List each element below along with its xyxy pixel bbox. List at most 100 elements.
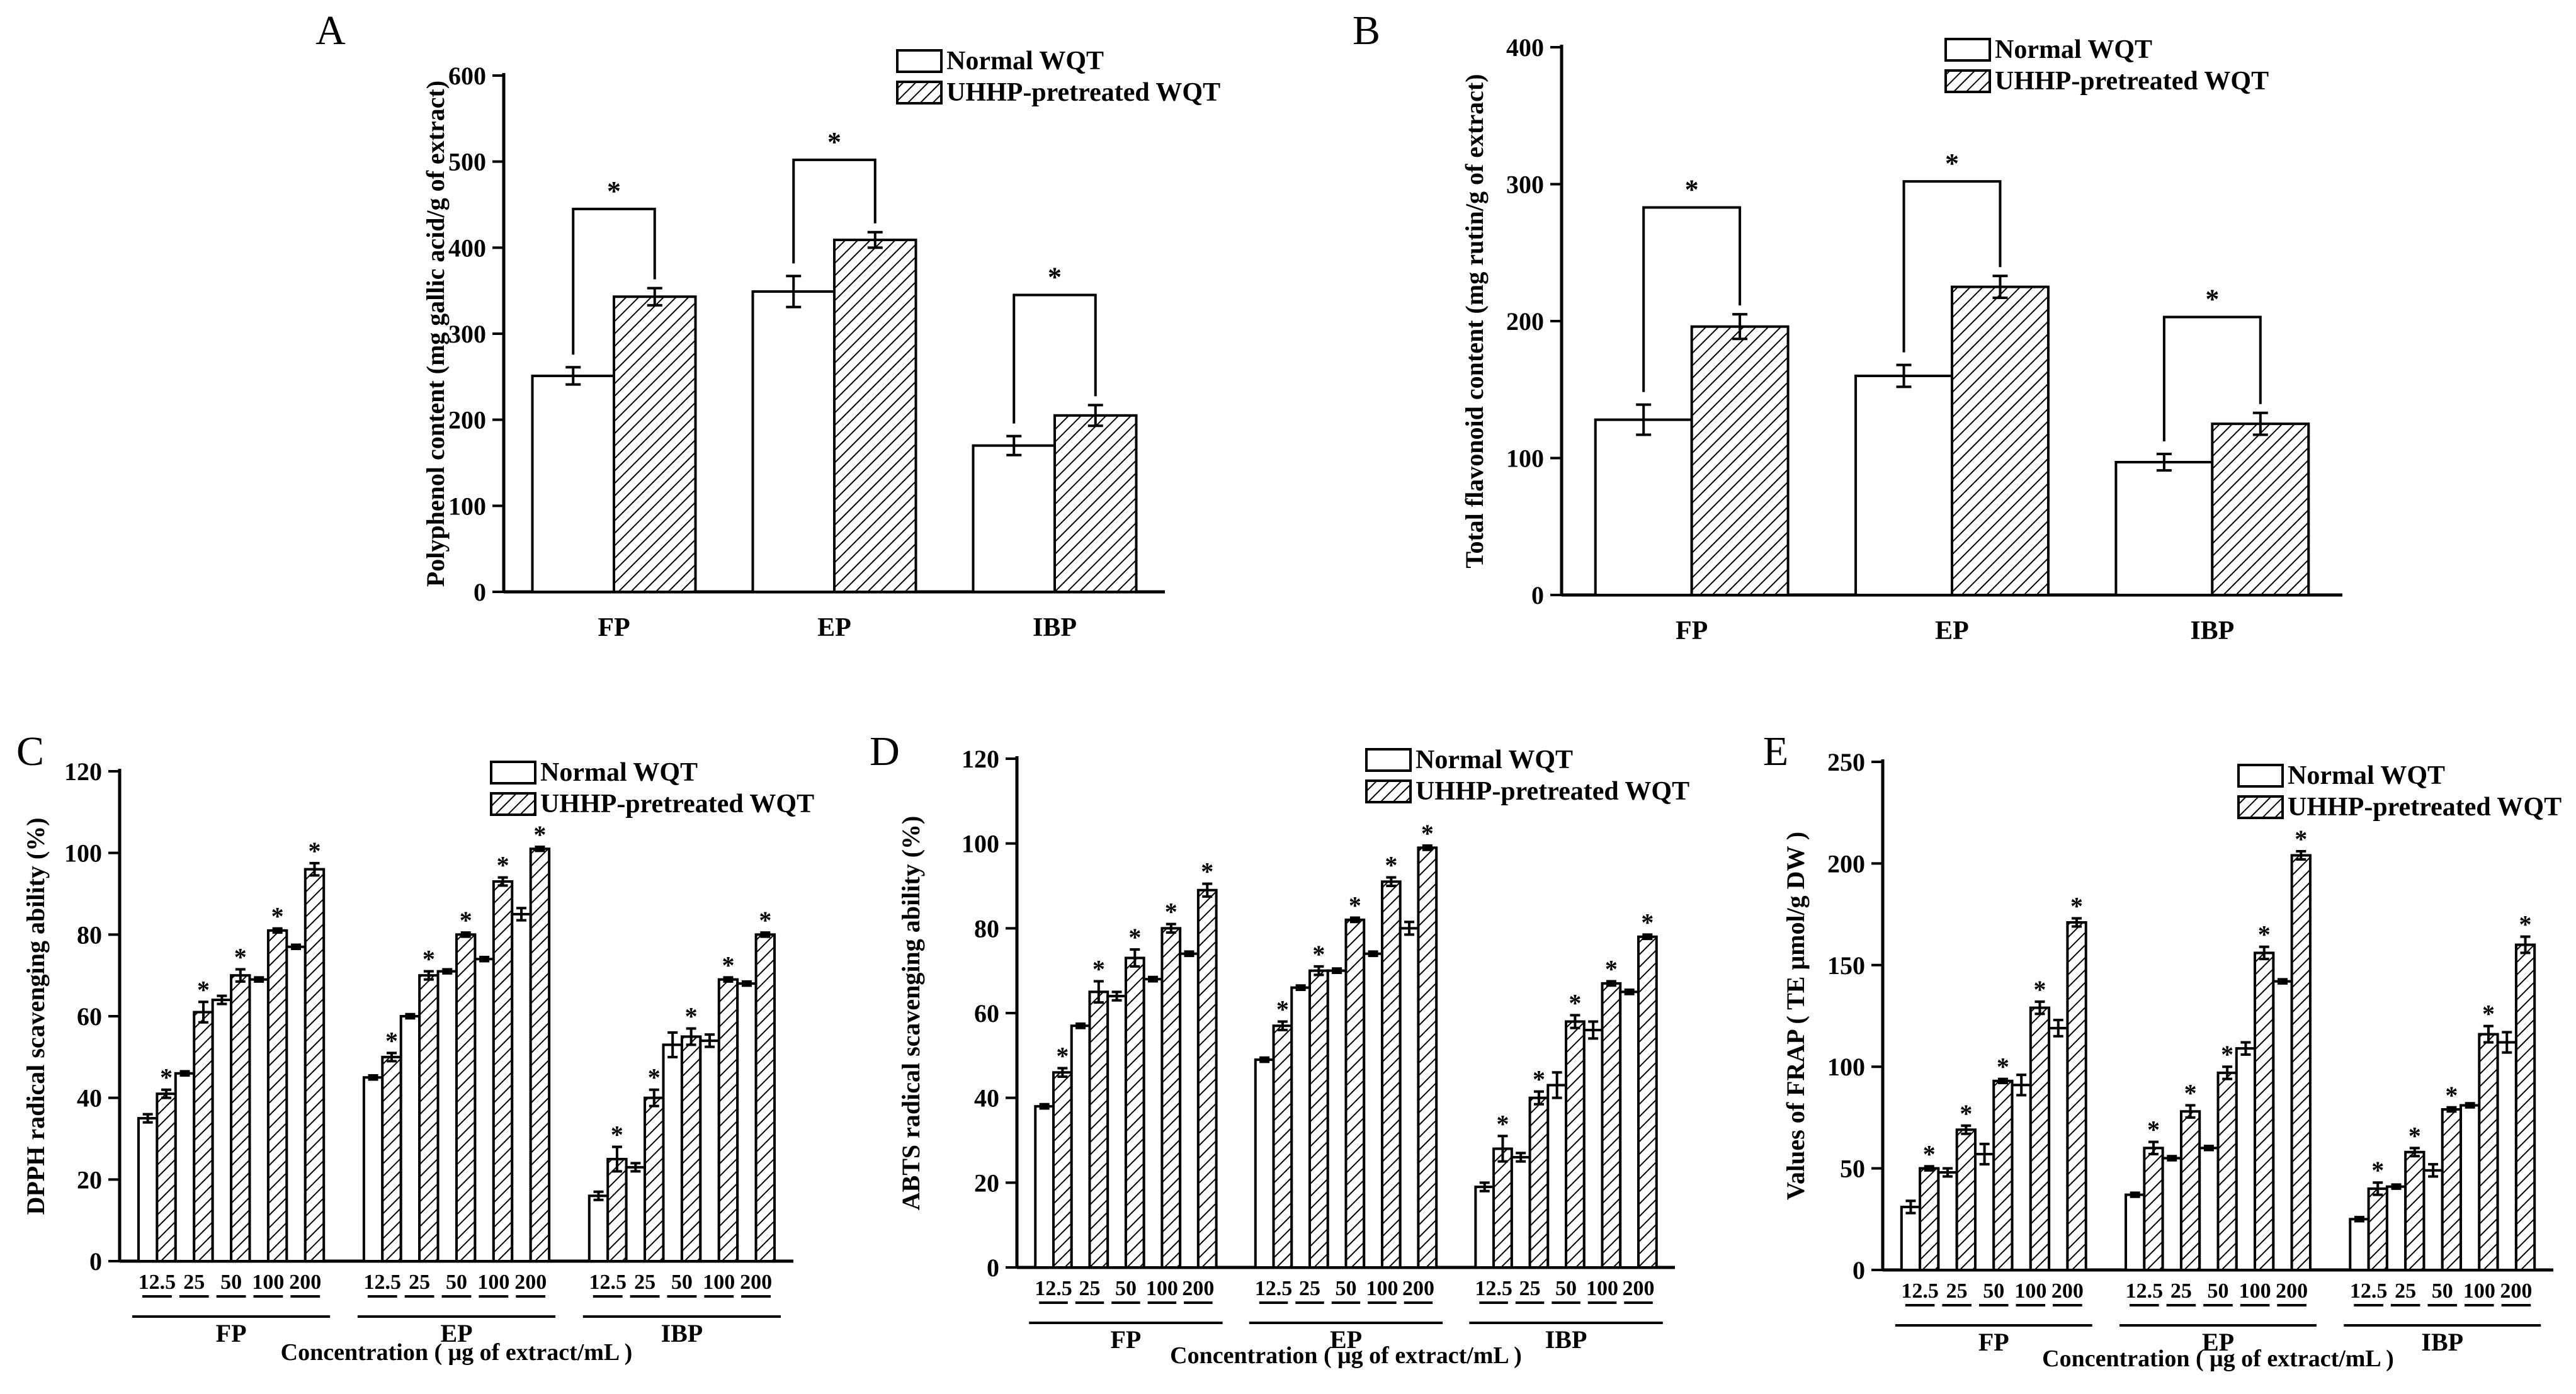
x-group-label: FP (216, 1319, 247, 1347)
significance-marker: * (423, 945, 435, 973)
significance-marker: * (2070, 892, 2083, 921)
bar-uhhp-fp (613, 295, 697, 593)
legend-swatch-normal (1944, 38, 1991, 62)
bar-normal (1142, 978, 1164, 1269)
x-concentration-label: 100 (1146, 1277, 1178, 1300)
bar-normal (1937, 1171, 1958, 1272)
significance-marker: * (308, 837, 321, 865)
bar-uhhp-fp (1690, 325, 1790, 596)
y-tick-label: 500 (448, 148, 486, 176)
bar-normal (1973, 1153, 1995, 1272)
bar-normal (2272, 980, 2293, 1272)
y-tick-label: 0 (1853, 1256, 1865, 1284)
legend-swatch-uhhp (2237, 795, 2284, 819)
bar-uhhp (2143, 1147, 2164, 1271)
bar-normal (211, 999, 233, 1262)
x-concentration-label: 200 (514, 1271, 547, 1294)
bar-normal (1619, 990, 1640, 1269)
bar-uhhp (2367, 1187, 2388, 1271)
y-axis-label: DPPH radical scavenging ability (%) (21, 817, 50, 1215)
significance-marker: * (1092, 955, 1105, 983)
legend-swatch-normal (1365, 748, 1412, 772)
bar-normal (1474, 1186, 1495, 1269)
bar-uhhp (1565, 1020, 1586, 1269)
bar-normal (1254, 1058, 1275, 1269)
bar-uhhp (754, 933, 776, 1263)
bar-normal (174, 1072, 196, 1263)
bar-uhhp (1088, 990, 1109, 1269)
y-tick-label: 50 (1840, 1155, 1865, 1183)
significance-marker: * (271, 902, 284, 931)
bar-normal (699, 1039, 720, 1263)
bar-uhhp (2404, 1150, 2426, 1271)
y-tick-label: 0 (474, 578, 486, 606)
significance-marker: * (1960, 1099, 1972, 1128)
bar-normal (2048, 1026, 2069, 1272)
x-concentration-label: 25 (634, 1271, 655, 1294)
significance-marker: * (2221, 1040, 2233, 1068)
x-concentration-label: 25 (1299, 1277, 1320, 1300)
chart-panel-e: 0 50 100 150 200 250 Values of FRAP ( TE μmol/… (1763, 728, 2562, 1372)
y-tick-label: 120 (962, 745, 999, 773)
significance-bracket (1902, 180, 2002, 353)
x-concentration-label: 200 (2051, 1279, 2084, 1303)
bar-uhhp (1992, 1079, 2014, 1272)
legend-label-uhhp: UHHP-pretreated WQT (2288, 793, 2562, 822)
x-axis-label: Concentration ( μg of extract/mL ) (1170, 1342, 1522, 1369)
y-tick-label: 200 (1506, 307, 1544, 336)
significance-marker: * (2445, 1081, 2458, 1109)
bar-normal-ibp (972, 444, 1056, 594)
x-concentration-label: 25 (1079, 1277, 1100, 1300)
significance-marker: * (1312, 940, 1325, 968)
significance-bracket (1642, 206, 1742, 392)
legend-label-uhhp: UHHP-pretreated WQT (946, 78, 1220, 107)
y-tick-label: 150 (1827, 951, 1865, 980)
x-concentration-label: 12.5 (139, 1271, 176, 1294)
x-group-label: EP (1330, 1325, 1362, 1354)
legend-label-normal: Normal WQT (1416, 745, 1573, 774)
significance-marker: * (1048, 262, 1062, 293)
bar-uhhp (156, 1092, 177, 1263)
panel-label: E (1763, 728, 1788, 774)
bar-normal (1900, 1205, 1922, 1272)
significance-marker: * (1945, 148, 1959, 179)
bar-uhhp (492, 880, 514, 1263)
x-concentration-label: 100 (1586, 1277, 1618, 1300)
x-concentration-label: 12.5 (1901, 1279, 1939, 1303)
significance-marker: * (722, 951, 734, 979)
legend-label-normal: Normal WQT (1995, 35, 2152, 64)
bar-normal (1034, 1105, 1055, 1269)
y-tick-label: 80 (974, 914, 999, 943)
x-concentration-label: 25 (1519, 1277, 1541, 1300)
significance-marker: * (1569, 989, 1581, 1017)
bar-uhhp (1919, 1167, 1940, 1271)
significance-marker: * (1641, 908, 1654, 936)
bar-normal (1179, 952, 1200, 1269)
x-axis-label: Concentration ( μg of extract/mL ) (281, 1339, 633, 1366)
significance-bracket (572, 207, 656, 355)
bar-uhhp (2254, 951, 2275, 1271)
y-tick-label: 100 (1827, 1053, 1865, 1081)
significance-marker: * (1349, 892, 1361, 920)
legend-swatch-uhhp (1365, 779, 1412, 803)
x-group-label: IBP (661, 1319, 703, 1347)
bar-uhhp (2514, 943, 2536, 1271)
y-tick-label: 100 (448, 492, 486, 520)
bar-uhhp (1637, 935, 1658, 1269)
bar-uhhp-ibp (2211, 422, 2310, 596)
significance-marker: * (1997, 1053, 2009, 1081)
bar-normal (1582, 1028, 1604, 1269)
x-category-label: EP (1935, 616, 1969, 645)
panel-label: B (1353, 8, 1380, 54)
bar-normal (2011, 1084, 2032, 1271)
bar-uhhp (606, 1157, 628, 1262)
x-group-label: EP (2202, 1328, 2234, 1356)
significance-marker: * (1276, 995, 1289, 1023)
x-concentration-label: 100 (2239, 1279, 2271, 1303)
bar-uhhp (304, 868, 326, 1262)
y-tick-label: 200 (448, 406, 486, 434)
bar-normal-ep (751, 290, 836, 593)
bar-uhhp (644, 1096, 665, 1262)
x-concentration-label: 12.5 (364, 1271, 402, 1294)
significance-marker: * (1201, 858, 1213, 886)
